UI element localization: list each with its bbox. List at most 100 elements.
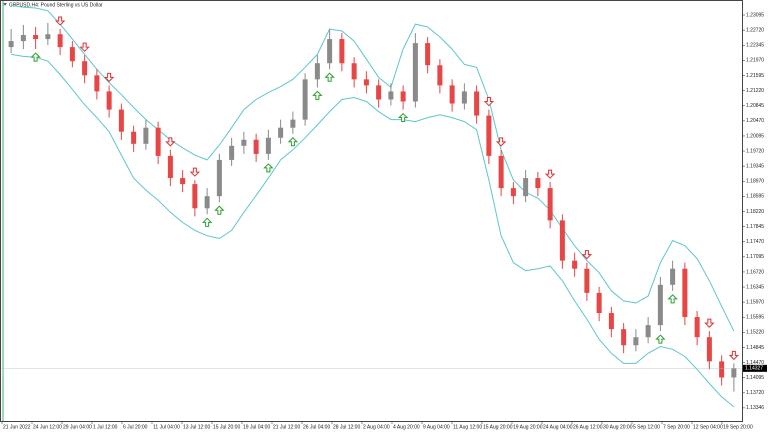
sell-arrow — [704, 318, 715, 328]
candle-body — [241, 139, 247, 146]
buy-arrow — [655, 334, 666, 344]
y-tick-label: 1.18970 — [746, 179, 764, 185]
x-tick-label: 26 Jul 04:00 — [303, 424, 330, 430]
x-tick-label: 5 Sep 12:00 — [633, 424, 660, 430]
candle-body — [155, 127, 161, 156]
x-tick-label: 19 Sep 20:00 — [723, 424, 753, 430]
sell-arrow — [728, 350, 740, 361]
candle-body — [265, 137, 271, 154]
title-icon — [3, 3, 7, 6]
sell-arrow — [581, 250, 593, 260]
candle-body — [449, 85, 455, 104]
candle-body — [486, 115, 492, 156]
y-tick-label: 1.22720 — [746, 28, 764, 34]
x-tick-label: 24 Jun 12:00 — [33, 424, 62, 430]
sell-arrow — [165, 137, 176, 147]
x-tick-label: 2 Aug 04:00 — [363, 424, 390, 430]
candle-body — [694, 317, 700, 338]
sell-arrow — [103, 72, 115, 83]
candle-body — [45, 34, 51, 40]
candle-body — [131, 131, 137, 144]
y-tick-label: 1.20095 — [746, 133, 764, 139]
y-tick-label: 1.20845 — [746, 103, 764, 109]
candle-body — [670, 268, 676, 285]
y-tick-label: 1.21220 — [746, 88, 764, 94]
buy-arrow — [667, 294, 678, 304]
x-tick-label: 19 Aug 20:00 — [513, 424, 543, 430]
x-tick-label: 28 Jul 12:00 — [333, 424, 360, 430]
y-tick-label: 1.17470 — [746, 239, 764, 245]
candle-body — [278, 127, 284, 138]
y-tick-label: 1.17095 — [746, 254, 764, 260]
candle-body — [425, 43, 431, 66]
y-tick-label: 1.21595 — [746, 73, 764, 79]
y-tick-label: 1.16720 — [746, 269, 764, 275]
candle-body — [474, 91, 480, 116]
candle-body — [290, 119, 296, 128]
x-tick-label: 15 Jul 20:00 — [213, 424, 240, 430]
candle-body — [645, 325, 651, 338]
candle-body — [621, 329, 627, 346]
y-tick-label: 1.18220 — [746, 209, 764, 215]
candle-body — [20, 35, 26, 42]
y-tick-label: 1.19345 — [746, 163, 764, 169]
y-tick-label: 1.22345 — [746, 43, 764, 49]
x-tick-label: 9 Aug 04:00 — [423, 424, 450, 430]
candle-body — [376, 85, 382, 100]
buy-arrow — [287, 137, 299, 147]
candle-body — [180, 178, 186, 185]
x-tick-label: 29 Jun 04:00 — [63, 424, 92, 430]
candle-body — [33, 35, 39, 40]
candle-body — [388, 91, 394, 100]
candle-body — [719, 361, 725, 378]
candle-body — [327, 39, 333, 64]
x-tick-label: 15 Aug 20:00 — [483, 424, 513, 430]
y-tick-label: 1.13346 — [746, 405, 764, 411]
candle-body — [510, 188, 516, 197]
y-tick-label: 1.15595 — [746, 315, 764, 321]
candle-body — [412, 43, 418, 102]
candle-body — [731, 368, 737, 378]
candle-body — [118, 109, 124, 132]
candle-body — [167, 155, 173, 179]
y-tick-label: 1.15220 — [746, 330, 764, 336]
sell-arrow — [495, 137, 507, 147]
sell-arrow — [79, 42, 90, 52]
y-tick-label: 1.16345 — [746, 284, 764, 290]
buy-arrow — [30, 52, 41, 62]
candle-body — [314, 63, 320, 80]
x-tick-label: 13 Jul 12:00 — [183, 424, 210, 430]
x-tick-label: 21 Jun 2022 — [3, 424, 31, 430]
candle-body — [143, 127, 149, 144]
y-tick-label: 1.14470 — [746, 360, 764, 366]
y-tick-label: 1.20470 — [746, 118, 764, 124]
candle-body — [584, 268, 590, 293]
y-tick-label: 1.14845 — [746, 345, 764, 351]
candle-body — [706, 337, 712, 362]
y-tick-label: 1.18595 — [746, 194, 764, 200]
x-tick-label: 11 Jul 04:00 — [153, 424, 180, 430]
sell-arrow — [189, 167, 201, 177]
buy-arrow — [324, 72, 335, 82]
candle-body — [94, 75, 100, 92]
candle-body — [339, 39, 345, 64]
x-tick-label: 26 Aug 12:00 — [573, 424, 603, 430]
buy-arrow — [312, 90, 323, 100]
buy-arrow — [263, 163, 274, 173]
candle-body — [69, 47, 75, 62]
buy-arrow — [201, 217, 213, 227]
candle-body — [437, 65, 443, 86]
candle-body — [106, 91, 112, 110]
x-tick-label: 11 Aug 12:00 — [453, 424, 482, 430]
current-price-box — [743, 364, 767, 372]
y-tick-label: 1.23095 — [746, 12, 764, 18]
candle-body — [192, 184, 198, 209]
plot-frame — [0, 0, 743, 422]
candle-body — [363, 79, 369, 86]
candle-body — [559, 220, 565, 261]
sell-arrow — [544, 169, 556, 179]
candle-body — [229, 145, 235, 160]
candle-body — [400, 91, 406, 102]
y-tick-label: 1.17845 — [746, 224, 764, 230]
